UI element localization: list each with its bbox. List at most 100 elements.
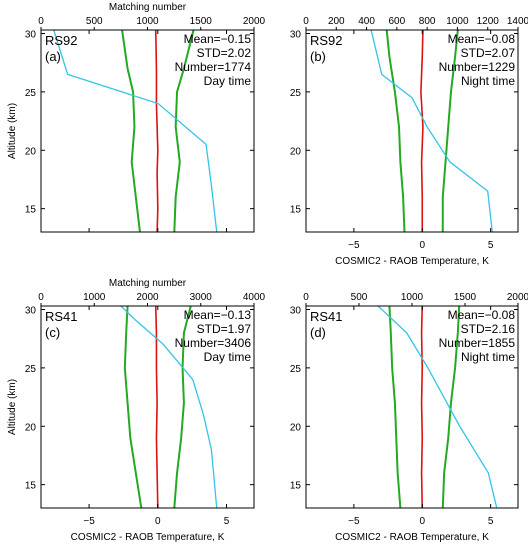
top-axis-title: Matching number (109, 278, 187, 289)
series-mean (154, 30, 159, 232)
stat-mean: Mean=−0.13 (184, 308, 252, 322)
y-tick-label: 30 (290, 30, 302, 41)
radiosonde-label: RS41 (310, 309, 343, 324)
series-mean-plus-std (173, 306, 192, 508)
x-tick-label: 5 (488, 516, 494, 527)
x-tick-label: −5 (348, 240, 360, 251)
radiosonde-label: RS41 (45, 309, 78, 324)
x-tick-label: −5 (83, 516, 95, 527)
x-axis-title: COSMIC2 - RAOB Temperature, K (335, 532, 489, 543)
series-matching-number (53, 30, 218, 232)
time-label: Night time (461, 350, 515, 364)
series-matching-number (377, 306, 498, 508)
top-tick-label: 4000 (243, 292, 266, 303)
y-tick-label: 25 (25, 364, 37, 375)
x-tick-label: 5 (224, 516, 230, 527)
x-tick-label: 5 (488, 240, 494, 251)
top-tick-label: 0 (303, 292, 309, 303)
y-tick-label: 30 (25, 30, 37, 41)
y-tick-label: 25 (290, 88, 302, 99)
y-tick-label: 15 (25, 481, 37, 492)
top-tick-label: 200 (328, 16, 345, 27)
panel-a: 15 20 25 300 500 1000 1500 2000 Matching number A… (7, 2, 266, 233)
series-mean-plus-std (173, 30, 195, 232)
time-label: Day time (204, 350, 252, 364)
top-tick-label: 2000 (243, 16, 266, 27)
y-tick-label: 30 (25, 306, 37, 317)
y-axis-title: Altitude (km) (7, 379, 18, 435)
x-axis-title: COSMIC2 - RAOB Temperature, K (71, 532, 225, 543)
y-tick-label: 30 (290, 306, 302, 317)
top-tick-label: 1000 (446, 16, 469, 27)
top-tick-label: 0 (38, 292, 44, 303)
x-tick-label: −5 (348, 516, 360, 527)
stat-std: STD=2.16 (461, 322, 516, 336)
top-axis-title: Matching number (109, 2, 187, 13)
y-tick-label: 15 (290, 481, 302, 492)
y-tick-label: 25 (290, 364, 302, 375)
series-mean-minus-std (123, 306, 143, 508)
y-tick-label: 20 (25, 422, 37, 433)
top-tick-label: 800 (419, 16, 436, 27)
series-mean-plus-std (441, 306, 461, 508)
time-label: Night time (461, 74, 515, 88)
stat-mean: Mean=−0.15 (184, 32, 252, 46)
x-axis-title: COSMIC2 - RAOB Temperature, K (335, 256, 489, 267)
top-tick-label: 400 (358, 16, 375, 27)
series-mean-minus-std (388, 306, 402, 508)
y-tick-label: 25 (25, 88, 37, 99)
radiosonde-label: RS92 (310, 33, 343, 48)
series-matching-number (120, 306, 218, 508)
stat-number: Number=1855 (439, 336, 516, 350)
top-tick-label: 1000 (401, 292, 424, 303)
top-tick-label: 2000 (136, 292, 159, 303)
top-tick-label: 3000 (190, 292, 213, 303)
series-mean-plus-std (441, 30, 459, 232)
top-tick-label: 0 (303, 16, 309, 27)
stat-number: Number=1774 (175, 60, 252, 74)
series-mean-minus-std (121, 30, 141, 232)
y-tick-label: 15 (290, 205, 302, 216)
top-tick-label: 0 (38, 16, 44, 27)
y-tick-label: 20 (290, 422, 302, 433)
stat-mean: Mean=−0.08 (448, 32, 516, 46)
x-tick-label: 0 (155, 516, 161, 527)
x-tick-label: 0 (419, 516, 425, 527)
series-mean (154, 306, 159, 508)
panel-label: (c) (45, 325, 60, 340)
series-matching-number (370, 30, 493, 232)
plot-frame (305, 29, 519, 233)
stat-std: STD=1.97 (197, 322, 252, 336)
top-tick-label: 500 (86, 16, 103, 27)
series-mean (420, 306, 424, 508)
y-tick-label: 20 (25, 146, 37, 157)
radiosonde-label: RS92 (45, 33, 78, 48)
series-mean-minus-std (385, 30, 406, 232)
series-mean (420, 30, 424, 232)
top-tick-label: 2000 (507, 292, 528, 303)
stat-std: STD=2.02 (197, 46, 252, 60)
y-tick-label: 20 (290, 146, 302, 157)
top-tick-label: 1200 (477, 16, 500, 27)
stat-std: STD=2.07 (461, 46, 516, 60)
stat-number: Number=3406 (175, 336, 252, 350)
y-tick-label: 15 (25, 205, 37, 216)
top-tick-label: 600 (389, 16, 406, 27)
y-axis-title: Altitude (km) (7, 103, 18, 159)
top-tick-label: 1500 (454, 292, 477, 303)
top-tick-label: 1000 (83, 292, 106, 303)
panel-label: (a) (45, 49, 61, 64)
time-label: Day time (204, 74, 252, 88)
top-tick-label: 1000 (136, 16, 159, 27)
top-tick-label: 1500 (190, 16, 213, 27)
x-tick-label: 0 (419, 240, 425, 251)
stat-mean: Mean=−0.08 (448, 308, 516, 322)
stat-number: Number=1229 (439, 60, 516, 74)
panel-label: (b) (310, 49, 326, 64)
panel-label: (d) (310, 325, 326, 340)
top-tick-label: 500 (351, 292, 368, 303)
